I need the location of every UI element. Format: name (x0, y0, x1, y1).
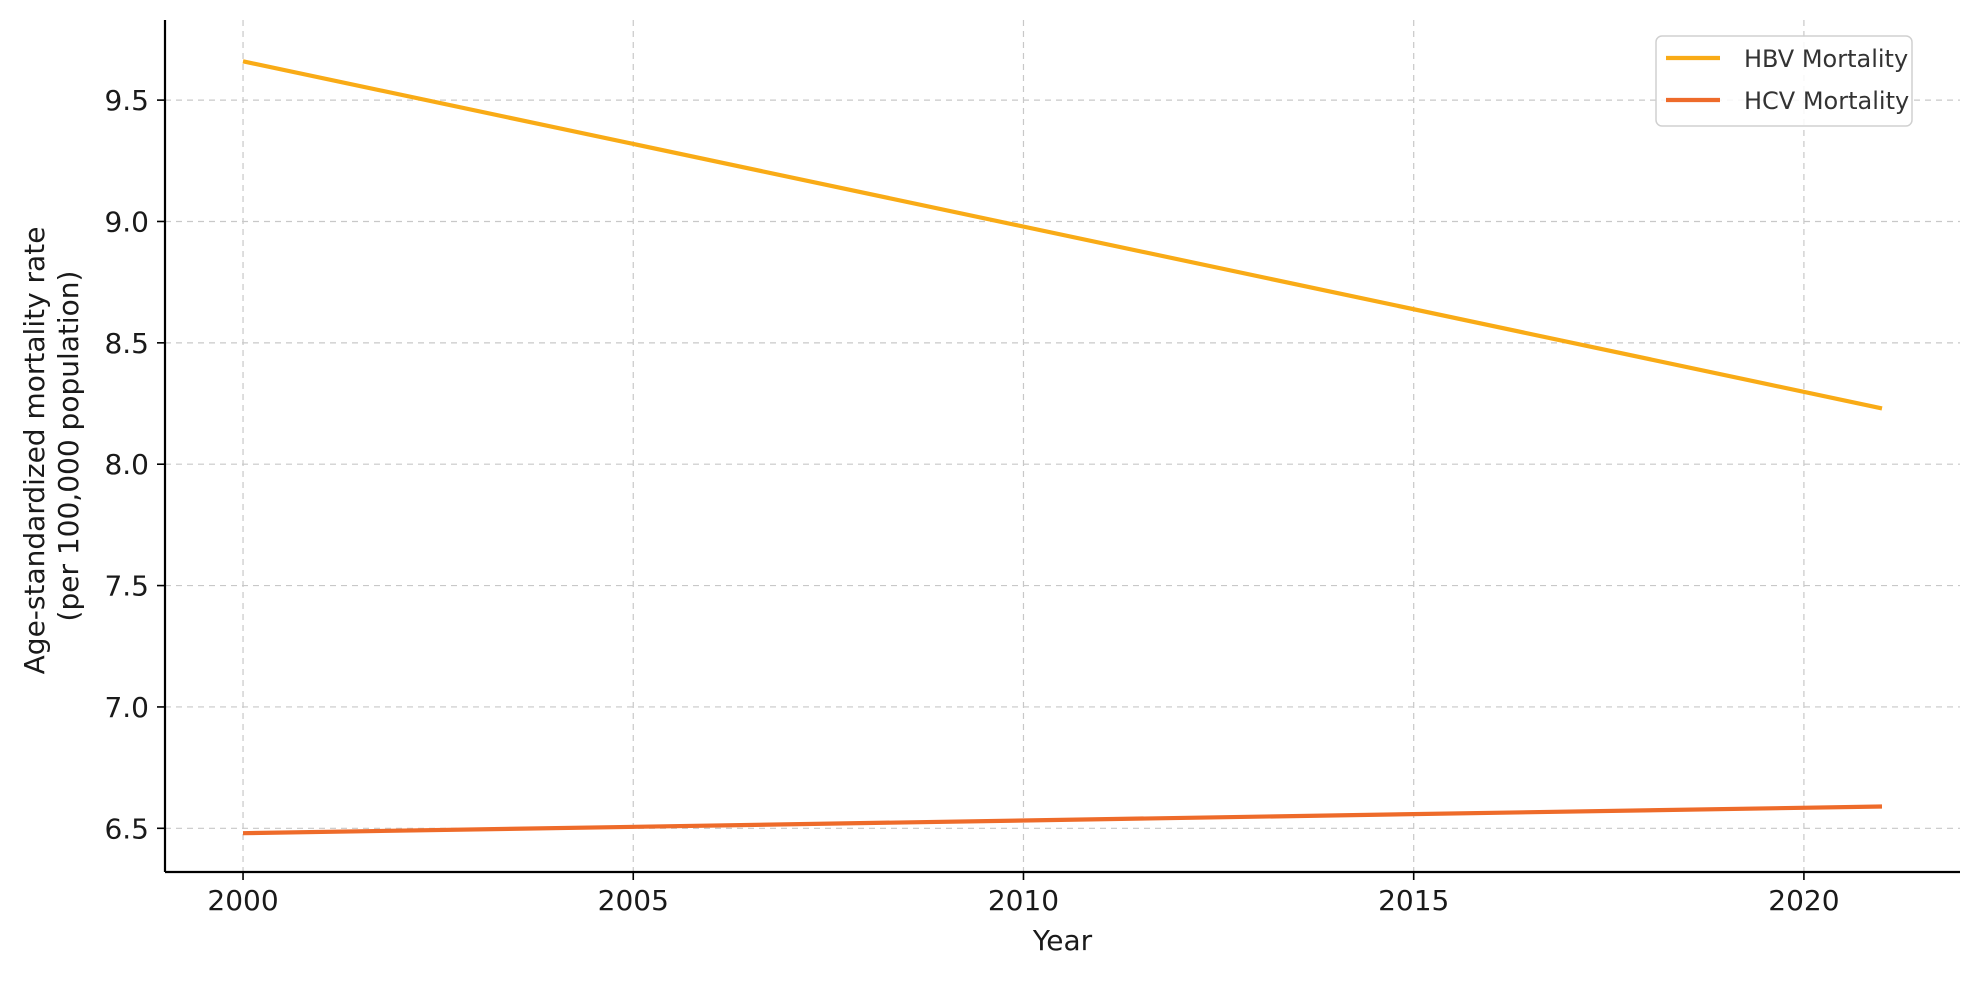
y-axis-title-line-2: (per 100,000 population) (52, 271, 85, 622)
legend-label: HBV Mortality (1744, 45, 1908, 73)
x-tick-label: 2020 (1768, 884, 1839, 917)
x-axis-ticks: 2000 2005 2010 2015 2020 (207, 872, 1840, 917)
x-axis-title: Year (1032, 924, 1093, 957)
legend-label: HCV Mortality (1744, 87, 1909, 115)
y-tick-label: 9.5 (104, 84, 149, 117)
series-line-hcv-mortality (242, 804, 1883, 836)
x-tick-label: 2010 (988, 884, 1059, 917)
axes (163, 20, 1960, 874)
series-line-hbv-mortality (242, 59, 1883, 411)
y-tick-label: 6.5 (104, 812, 149, 845)
y-tick-label: 7.5 (104, 570, 149, 603)
x-tick-label: 2015 (1378, 884, 1449, 917)
y-tick-label: 8.5 (104, 327, 149, 360)
grid (165, 20, 1960, 872)
y-tick-label: 8.0 (104, 448, 149, 481)
y-axis-title-line-1: Age-standardized mortality rate (18, 227, 51, 675)
x-tick-label: 2000 (207, 884, 278, 917)
y-tick-label: 7.0 (104, 691, 149, 724)
y-tick-label: 9.0 (104, 205, 149, 238)
y-axis-ticks: 6.5 7.0 7.5 8.0 8.5 9.0 9.5 (104, 84, 165, 845)
legend: HBV Mortality HCV Mortality (1655, 35, 1913, 127)
x-tick-label: 2005 (598, 884, 669, 917)
y-axis-title: Age-standardized mortality rate (per 100… (18, 218, 85, 675)
series-lines (242, 59, 1883, 836)
